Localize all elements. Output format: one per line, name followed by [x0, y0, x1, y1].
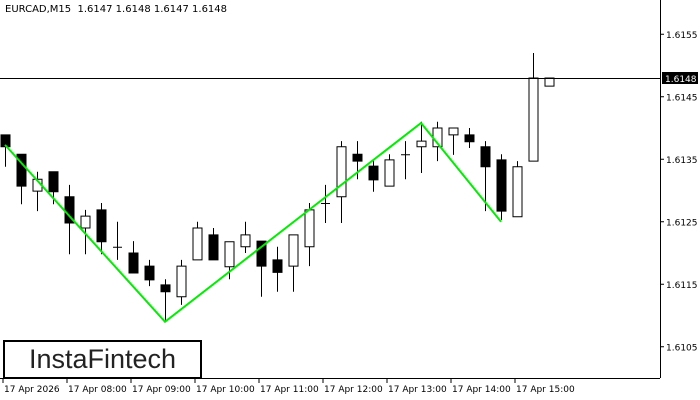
candle-body — [128, 252, 139, 274]
y-tick-label: 1.6145 — [666, 93, 698, 103]
candle — [240, 221, 251, 253]
instafintech-logo: InstaFintech — [3, 340, 202, 379]
pattern-line — [4, 121, 502, 324]
candle-body — [272, 259, 283, 273]
candle-body — [352, 153, 363, 162]
y-tick-label: 1.6135 — [666, 156, 698, 166]
x-tick-label: 17 Apr 15:00 — [516, 385, 575, 395]
candle — [144, 259, 155, 287]
candle — [336, 141, 347, 223]
candles — [0, 53, 555, 322]
candle-body — [416, 140, 427, 148]
candle-body — [48, 171, 59, 193]
candle — [256, 240, 267, 297]
x-tick-label: 17 Apr 12:00 — [324, 385, 383, 395]
y-tick-label: 1.6105 — [666, 343, 698, 353]
candle — [416, 121, 427, 173]
candle-body — [464, 134, 475, 143]
x-axis-ticks: 17 Apr 2026 17 Apr 08:00 17 Apr 09:00 17 Ap… — [2, 378, 575, 395]
x-tick-label: 17 Apr 14:00 — [452, 385, 511, 395]
candle-body — [448, 127, 459, 136]
candle-body — [224, 241, 235, 268]
candle-body — [528, 77, 539, 162]
y-axis-ticks: 1.6155 1.6145 1.6135 1.6125 1.6115 1.6105 — [660, 31, 698, 353]
candle-body — [368, 165, 379, 181]
candle-body — [384, 159, 395, 187]
candle — [288, 234, 299, 292]
candle — [96, 203, 107, 255]
candle — [480, 141, 491, 212]
y-tick-label: 1.6125 — [666, 218, 698, 228]
candle-body — [240, 234, 251, 248]
candle-body — [336, 146, 347, 198]
ohlc-readout: 1.6147 1.6148 1.6147 1.6148 — [77, 4, 228, 15]
candle — [544, 77, 555, 87]
candle — [384, 154, 395, 187]
candle — [208, 228, 219, 261]
candle-body — [144, 265, 155, 281]
current-price-label: 1.6148 — [665, 75, 697, 85]
candle-body — [304, 209, 315, 248]
candle — [464, 128, 475, 148]
candle — [448, 127, 459, 155]
x-tick-label: 17 Apr 10:00 — [196, 385, 255, 395]
candle-body — [208, 234, 219, 261]
candle-body — [496, 159, 507, 212]
candle — [224, 241, 235, 280]
candle — [128, 241, 139, 274]
candle — [80, 209, 91, 255]
candle — [321, 184, 330, 223]
candle-body — [96, 209, 107, 243]
x-tick-label: 17 Apr 08:00 — [68, 385, 127, 395]
candle — [368, 159, 379, 192]
y-tick-label: 1.6115 — [666, 281, 698, 291]
candle — [113, 221, 122, 260]
candle — [432, 121, 443, 162]
candle — [528, 53, 539, 162]
x-tick-label: 17 Apr 13:00 — [388, 385, 447, 395]
current-price-label-bg — [662, 72, 698, 84]
x-tick-label: 17 Apr 11:00 — [260, 385, 319, 395]
candle-body — [288, 234, 299, 267]
candle-body — [16, 153, 27, 187]
candle-body — [512, 166, 523, 218]
chart-header: EURCAD,M15 1.6147 1.6148 1.6147 1.6148 — [5, 4, 227, 15]
candle-body — [192, 227, 203, 261]
candle — [0, 134, 11, 167]
candle-body — [544, 77, 555, 87]
candle-body — [480, 146, 491, 168]
candle — [192, 221, 203, 261]
candle-body — [80, 215, 91, 229]
candle — [160, 279, 171, 322]
candle — [401, 141, 410, 180]
candle — [496, 154, 507, 220]
y-tick-label: 1.6155 — [666, 31, 698, 41]
x-tick-label: 17 Apr 2026 — [4, 385, 60, 395]
candle — [176, 259, 187, 305]
symbol-timeframe: EURCAD,M15 — [5, 4, 72, 15]
x-tick-label: 17 Apr 09:00 — [132, 385, 191, 395]
candle-body — [160, 284, 171, 293]
candle — [512, 161, 523, 218]
candle-body — [256, 240, 267, 267]
candle — [272, 246, 283, 292]
candle-body — [176, 265, 187, 298]
